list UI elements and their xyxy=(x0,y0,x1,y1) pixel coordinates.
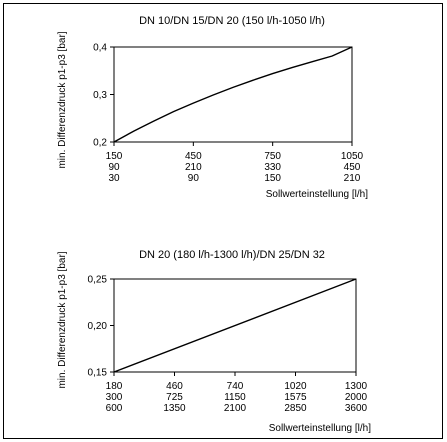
x-tick-label: 460 xyxy=(166,381,183,392)
x-tick-label: 210 xyxy=(344,173,361,184)
x-tick-label: 30 xyxy=(108,173,120,184)
x-tick-label: 2100 xyxy=(224,403,247,414)
chart-title: DN 20 (180 l/h-1300 l/h)/DN 25/DN 32 xyxy=(139,249,325,261)
x-tick-label: 330 xyxy=(264,162,281,173)
y-tick-label: 0,25 xyxy=(88,275,108,286)
y-axis: 0,2 0,3 0,4 xyxy=(93,43,114,149)
figure-frame xyxy=(3,3,443,439)
x-tick-label: 90 xyxy=(108,162,120,173)
y-tick-label: 0,2 xyxy=(93,138,107,149)
x-tick-label: 150 xyxy=(264,173,281,184)
y-axis: 0,15 0,20 0,25 xyxy=(88,275,114,379)
x-tick-label: 725 xyxy=(166,392,183,403)
y-axis-label: min. Differenzdruck p1-p3 [bar] xyxy=(57,251,68,388)
x-tick-label: 180 xyxy=(106,381,123,392)
series-line xyxy=(113,278,357,373)
x-tick-label: 90 xyxy=(188,173,200,184)
chart-top: DN 10/DN 15/DN 20 (150 l/h-1050 l/h) 0,2… xyxy=(57,15,368,200)
x-tick-label: 300 xyxy=(106,392,123,403)
x-tick-label: 1020 xyxy=(284,381,307,392)
x-tick-label: 1300 xyxy=(345,381,368,392)
x-axis-label: Sollwerteinstellung [l/h] xyxy=(269,423,371,434)
chart-title: DN 10/DN 15/DN 20 (150 l/h-1050 l/h) xyxy=(139,15,325,27)
x-tick-label: 740 xyxy=(227,381,244,392)
x-axis-label: Sollwerteinstellung [l/h] xyxy=(266,189,368,200)
x-tick-label: 2000 xyxy=(345,392,368,403)
y-tick-label: 0,4 xyxy=(93,43,107,54)
x-tick-label: 3600 xyxy=(345,403,368,414)
series-line xyxy=(113,46,353,143)
x-tick-label: 210 xyxy=(185,162,202,173)
x-tick-label: 1050 xyxy=(341,151,364,162)
x-tick-label: 1575 xyxy=(284,392,307,403)
x-tick-label: 450 xyxy=(185,151,202,162)
x-tick-label: 1150 xyxy=(224,392,246,403)
y-axis-label: min. Differenzdruck p1-p3 [bar] xyxy=(57,31,68,168)
x-tick-label: 450 xyxy=(344,162,361,173)
x-tick-label: 600 xyxy=(106,403,123,414)
y-tick-label: 0,3 xyxy=(93,90,107,101)
x-tick-label: 150 xyxy=(106,151,123,162)
x-tick-label: 2850 xyxy=(284,403,307,414)
y-tick-label: 0,15 xyxy=(88,368,108,379)
x-tick-label: 1350 xyxy=(163,403,186,414)
x-tick-label: 750 xyxy=(264,151,281,162)
y-tick-label: 0,20 xyxy=(88,321,108,332)
